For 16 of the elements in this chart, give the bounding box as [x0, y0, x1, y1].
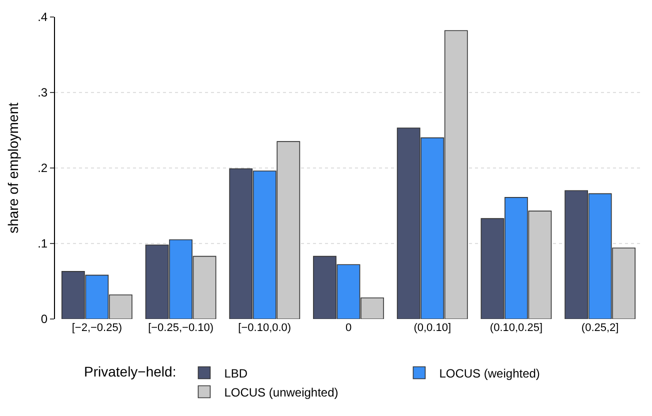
- legend-label: LBD: [224, 366, 248, 380]
- x-tick-label: [−0.25,−0.10): [148, 322, 214, 334]
- y-axis-title: share of employment: [5, 102, 22, 234]
- y-tick-label: .4: [38, 10, 48, 24]
- x-tick-label: (0.25,2]: [581, 322, 619, 334]
- x-tick-label: [−0.10,0.0): [238, 322, 292, 334]
- x-tick-label: 0: [345, 322, 352, 334]
- y-tick-label: .3: [38, 86, 48, 100]
- y-tick-label: .2: [38, 161, 48, 176]
- x-tick-label: [−2,−0.25): [72, 322, 122, 334]
- legend-label: LOCUS (unweighted): [224, 385, 338, 400]
- legend-title: Privately−held:: [84, 363, 176, 380]
- legend-label: LOCUS (weighted): [439, 366, 540, 380]
- x-tick-label: (0,0.10]: [414, 322, 452, 334]
- x-tick-label: (0.10,0.25]: [490, 322, 543, 334]
- y-tick-label: .1: [38, 236, 48, 251]
